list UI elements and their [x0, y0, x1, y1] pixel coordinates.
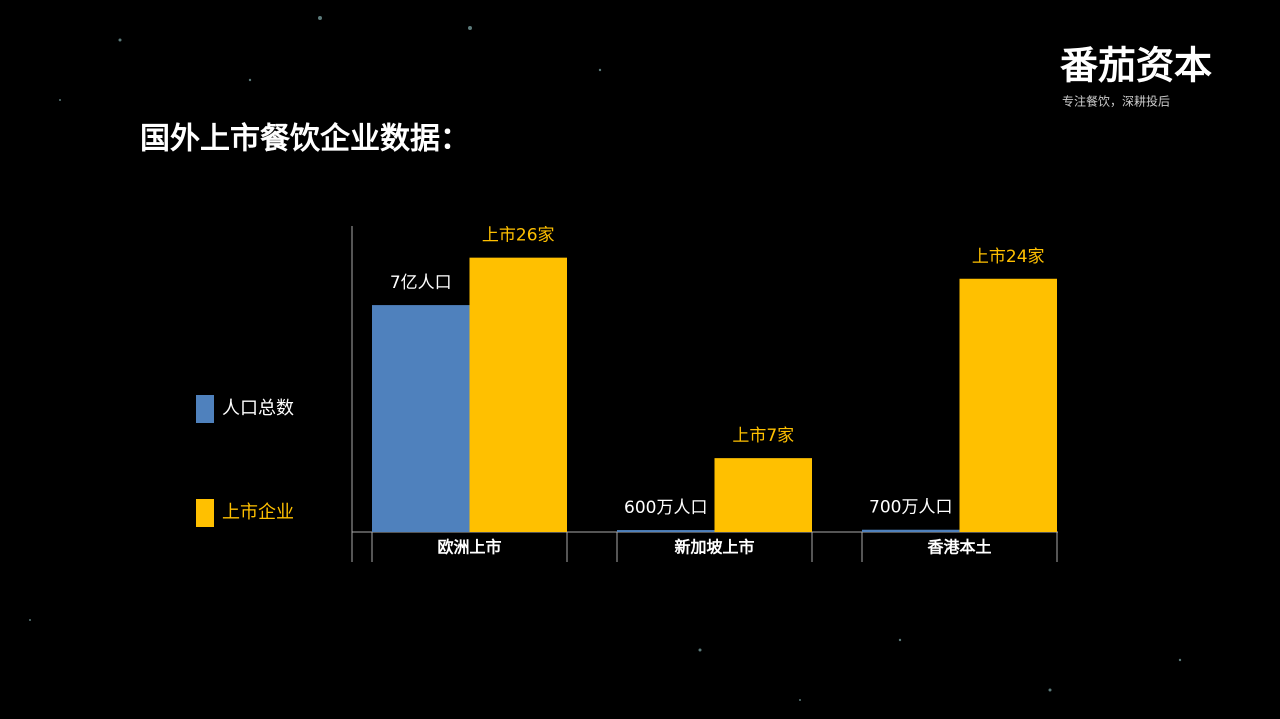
x-tick-label: 欧洲上市: [437, 538, 501, 557]
bar: [469, 257, 567, 532]
bar: [617, 530, 715, 532]
bar: [714, 458, 812, 532]
value-label: 上市26家: [482, 226, 555, 246]
value-label: 上市7家: [732, 426, 794, 446]
x-tick-label: 新加坡上市: [674, 538, 754, 557]
legend-label: 人口总数: [222, 398, 294, 419]
legend-swatch: [196, 499, 214, 527]
value-label: 7亿人口: [390, 273, 452, 293]
x-tick-label: 香港本土: [926, 538, 991, 557]
value-label: 上市24家: [972, 247, 1045, 267]
bar: [862, 529, 960, 532]
brand-slogan: 专注餐饮，深耕投后: [1062, 94, 1170, 109]
chart-title: 国外上市餐饮企业数据：: [140, 122, 470, 157]
stars: [29, 16, 1182, 701]
value-label: 700万人口: [869, 498, 952, 518]
legend-label: 上市企业: [222, 502, 294, 523]
brand-name: 番茄资本: [1060, 44, 1212, 88]
legend-swatch: [196, 395, 214, 423]
bar: [959, 278, 1057, 532]
value-label: 600万人口: [624, 498, 707, 518]
bar: [372, 305, 470, 532]
